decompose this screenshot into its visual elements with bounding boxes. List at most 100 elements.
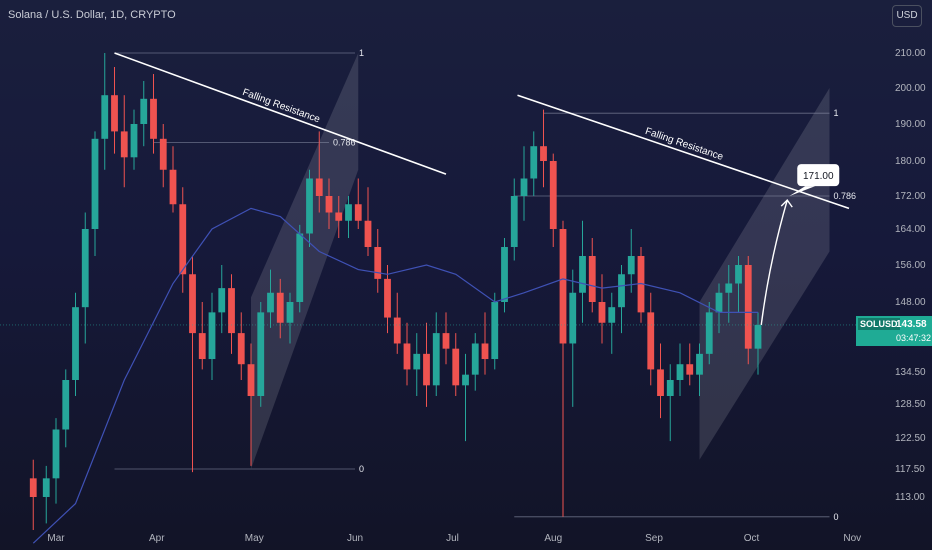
candle <box>91 131 99 256</box>
price-tick-label: 200.00 <box>895 83 926 94</box>
target-price-label: 171.00 <box>803 171 834 182</box>
candle-body <box>520 178 528 196</box>
price-axis: 210.00 200.00 190.00 180.00 172.00 164.00 156.… <box>895 48 926 503</box>
price-tick-label: 210.00 <box>895 48 926 59</box>
price-tick-label: 180.00 <box>895 156 926 167</box>
candle <box>452 333 460 396</box>
candle <box>276 278 284 339</box>
trendline-2 <box>517 94 850 210</box>
candle <box>325 178 333 229</box>
candle-body <box>72 307 79 380</box>
candle <box>618 265 625 334</box>
candle-body <box>735 265 742 284</box>
candle-body <box>754 324 762 349</box>
candle <box>62 369 70 448</box>
target-bubble-pointer <box>789 186 816 197</box>
candle-body <box>267 292 274 313</box>
candle <box>530 131 538 196</box>
candle-body <box>150 98 157 139</box>
projection-layer: 171.00 <box>0 164 856 326</box>
candle-body <box>676 364 684 380</box>
candle <box>442 312 450 365</box>
candle-body <box>286 302 294 323</box>
candle-body <box>354 204 362 221</box>
time-tick-label: Oct <box>744 533 760 544</box>
candle-body <box>140 98 148 124</box>
candle-body <box>549 161 557 229</box>
candle-body <box>179 204 187 275</box>
candle-body <box>325 196 333 213</box>
candle <box>354 178 362 229</box>
candle <box>247 343 255 466</box>
candle <box>140 81 148 147</box>
candle-body <box>120 131 128 158</box>
time-axis: Mar Apr May Jun Jul Aug Sep Oct Nov <box>47 533 861 544</box>
candle-body <box>598 302 606 323</box>
candle <box>647 292 655 386</box>
candle-body <box>715 292 723 313</box>
candle <box>725 265 733 323</box>
candle <box>744 256 752 365</box>
fib-label-3: 0 <box>359 464 364 474</box>
trendline-label-2: Falling Resistance <box>644 126 725 163</box>
candle-body <box>101 95 109 139</box>
candle-body <box>579 256 586 293</box>
time-tick-label: Nov <box>843 533 861 544</box>
candle <box>637 247 645 323</box>
candle <box>159 124 167 188</box>
candle-body <box>81 229 89 308</box>
price-tick-label: 122.50 <box>895 433 926 444</box>
price-tick-label: 172.00 <box>895 191 926 202</box>
candle-body <box>237 333 245 365</box>
candle-body <box>374 247 382 279</box>
candle <box>423 322 430 407</box>
candle-body <box>208 312 216 360</box>
candle-body <box>52 429 60 479</box>
candle <box>218 265 226 334</box>
price-tick-label: 164.00 <box>895 224 926 235</box>
candle <box>374 229 382 293</box>
candle-body <box>647 312 655 370</box>
candle <box>393 292 401 354</box>
candle-body <box>432 333 440 386</box>
candle-body <box>423 353 430 386</box>
price-tick-label: 128.50 <box>895 399 926 410</box>
candle <box>169 146 177 213</box>
candle <box>520 146 528 221</box>
currency-button[interactable]: USD <box>892 5 922 27</box>
candle-body <box>189 274 196 334</box>
time-tick-label: Sep <box>645 533 663 544</box>
price-tag-symbol: SOLUSD <box>858 318 900 330</box>
candle <box>696 343 703 396</box>
fib-label-1: 1 <box>359 48 364 58</box>
candle-body <box>218 288 226 313</box>
candle-body <box>413 353 421 370</box>
candle <box>179 187 187 293</box>
candle <box>72 292 79 396</box>
candle <box>501 238 508 313</box>
projection-arrow <box>760 199 788 326</box>
candle <box>462 353 469 442</box>
candle <box>150 74 157 154</box>
candle-body <box>705 312 713 354</box>
candle-body <box>393 317 401 344</box>
candle-body <box>442 333 450 349</box>
candle <box>42 465 50 524</box>
candle <box>481 312 489 375</box>
moving-average-line <box>32 207 758 544</box>
candles-layer <box>29 53 762 530</box>
time-tick-label: May <box>245 533 264 544</box>
candle <box>735 256 742 313</box>
projection-arrowhead <box>780 199 793 208</box>
candle <box>471 333 479 391</box>
price-tick-label: 156.00 <box>895 260 926 271</box>
candle-body <box>588 256 596 302</box>
candle-body <box>247 364 255 396</box>
candle <box>754 312 762 375</box>
candle <box>686 343 694 386</box>
candle <box>666 364 674 442</box>
price-tag-countdown: 03:47:32 <box>896 333 932 343</box>
candle-body <box>306 178 313 234</box>
